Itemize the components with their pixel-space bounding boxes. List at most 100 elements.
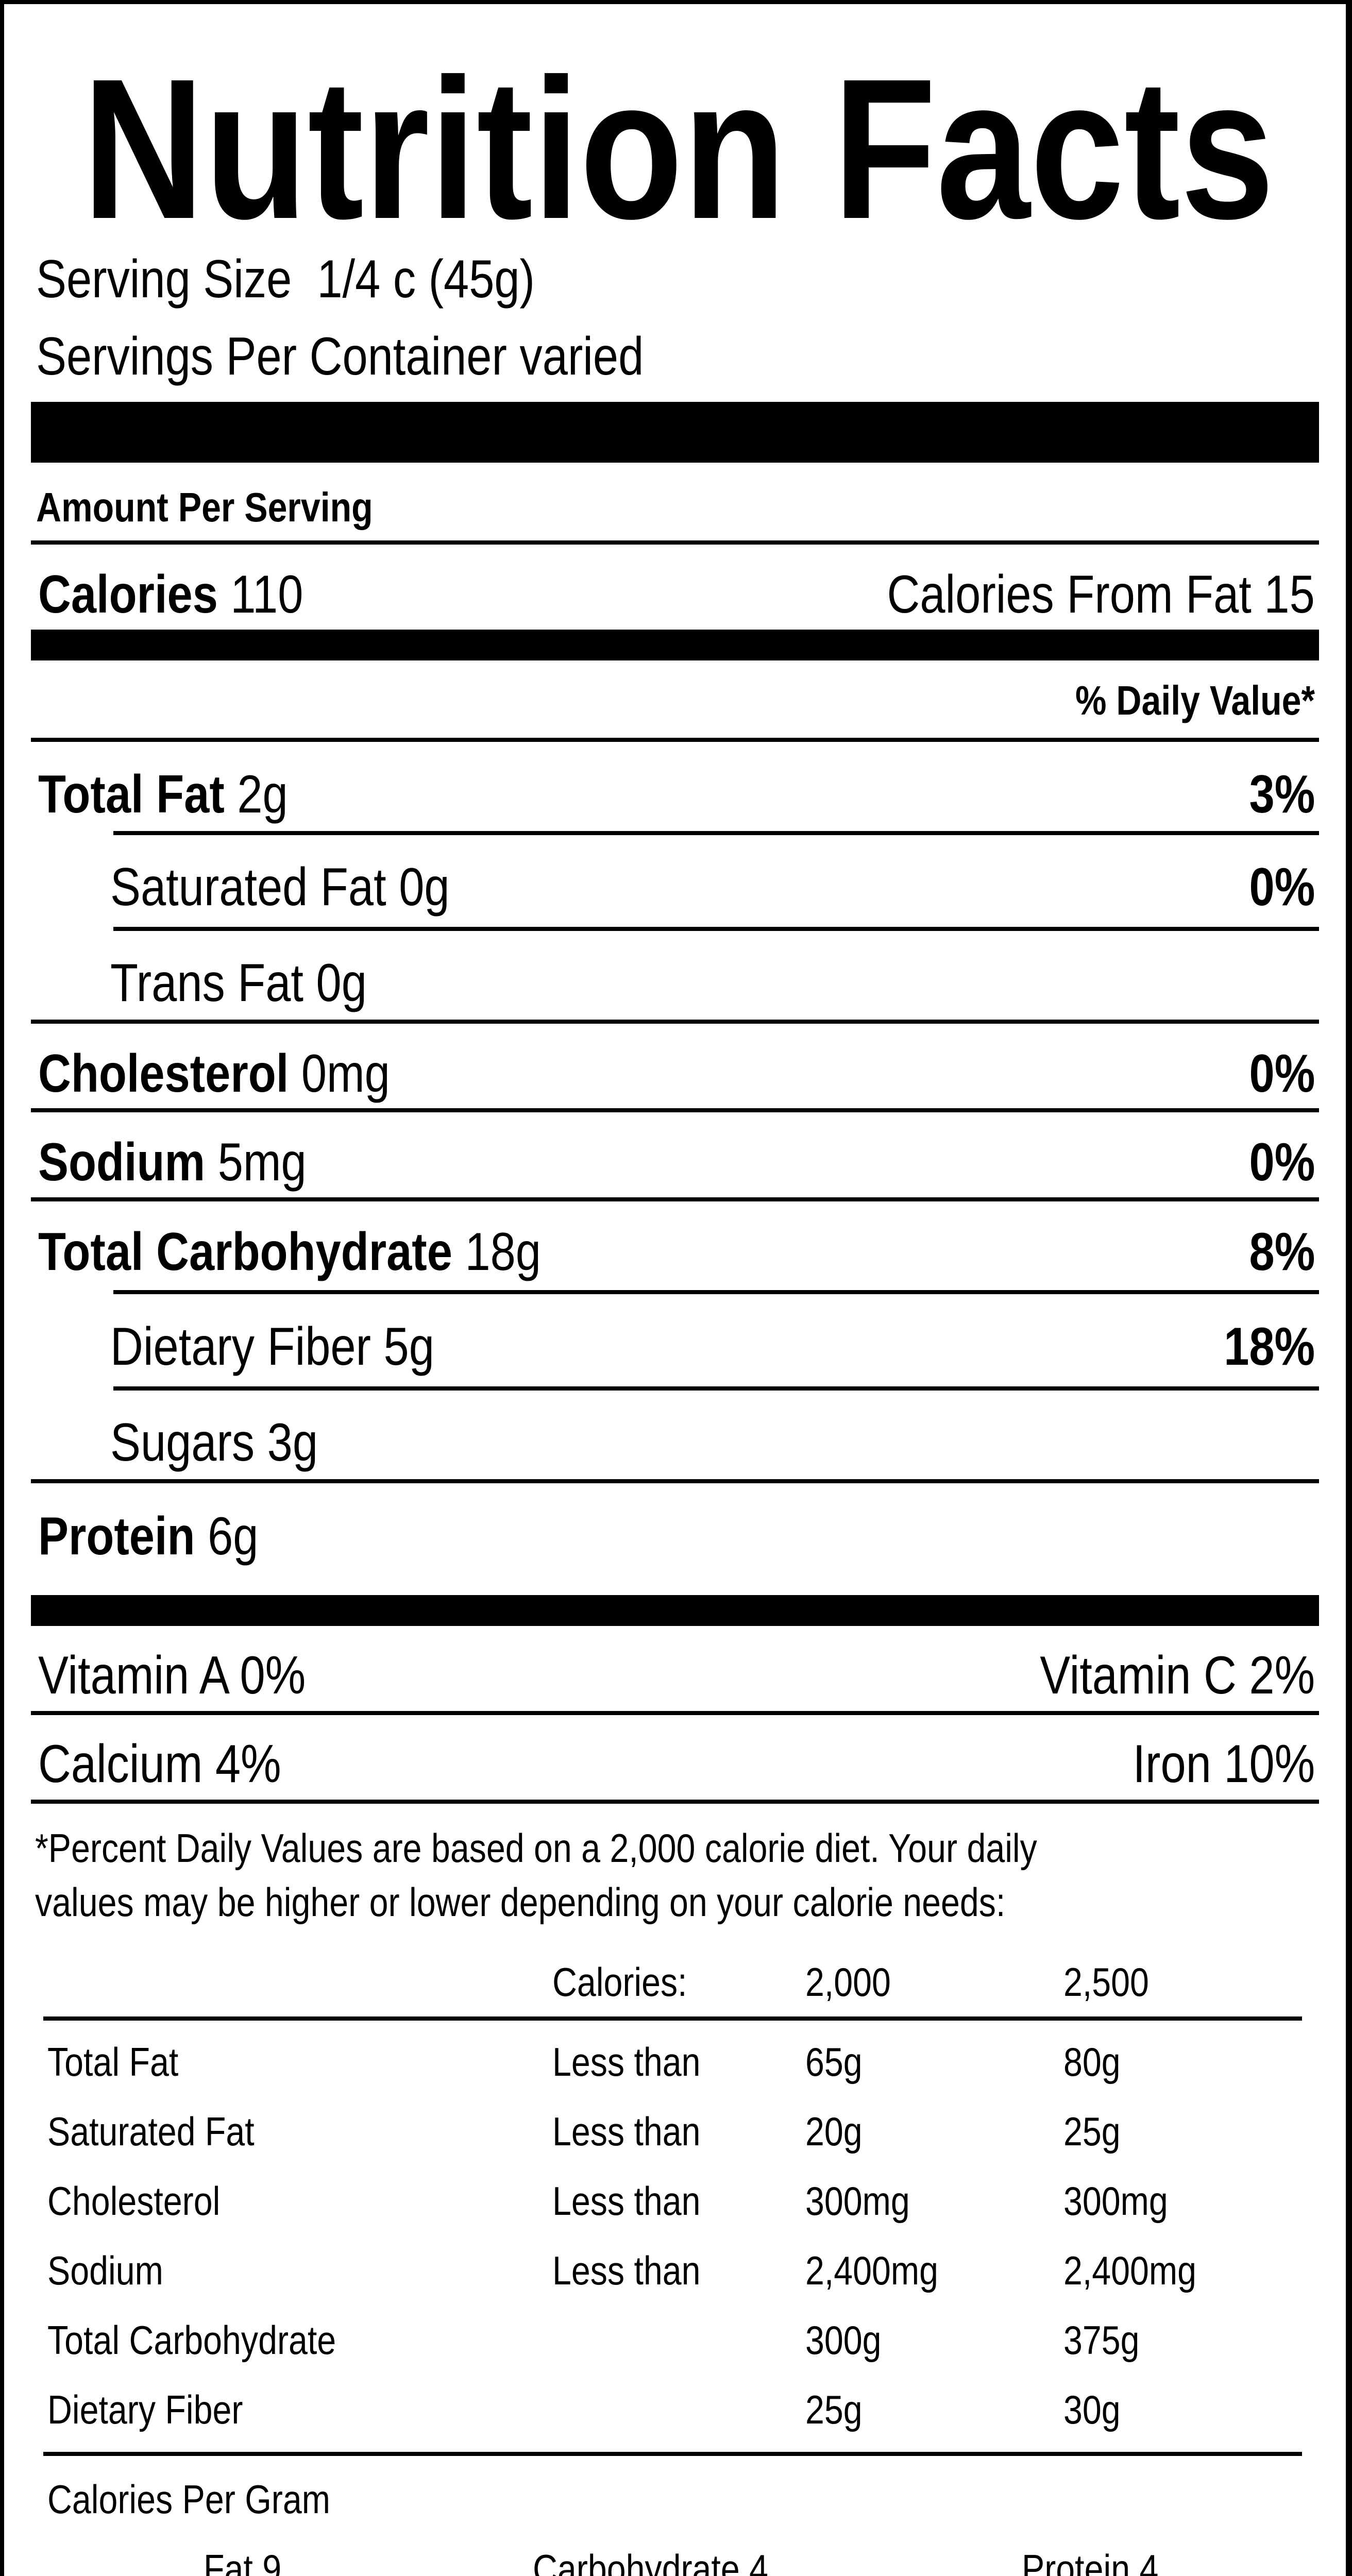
dv-row-2500: 2,400mg <box>1063 2250 1220 2291</box>
calories-per-gram-fat: Fat 9 <box>204 2549 295 2576</box>
nutrient-row: Total Carbohydrate 18g 8% <box>31 1222 1315 1282</box>
carbohydrate-per-gram: Carbohydrate 4 <box>533 2546 769 2576</box>
dv-row-label-text: Sodium <box>47 2248 163 2293</box>
daily-value-header: % Daily Value* <box>1075 677 1315 723</box>
serving-size-label: Serving Size <box>36 249 292 309</box>
nutrient-amount: 6g <box>208 1506 259 1566</box>
nutrient-amount: 0g <box>399 857 450 917</box>
dv-row-qualifier: Less than <box>552 2042 726 2082</box>
serving-size-value: 1/4 c (45g) <box>317 249 535 309</box>
nutrient-row: Dietary Fiber 5g 18% <box>31 1317 1315 1377</box>
nutrient-amount: 0g <box>316 953 367 1013</box>
nutrient-name: Trans Fat <box>110 953 303 1013</box>
fat-per-gram: Fat 9 <box>204 2546 282 2576</box>
dv-row-2500: 375g <box>1063 2320 1153 2360</box>
dv-row-label: Saturated Fat <box>47 2111 291 2151</box>
amount-per-serving-text: Amount Per Serving <box>36 484 373 530</box>
dv-row-2500-text: 375g <box>1063 2317 1140 2363</box>
calories-from-fat-label: Calories From Fat <box>887 565 1252 624</box>
nutrient-daily-value: 0% <box>1249 1132 1315 1192</box>
footnote-text-1: *Percent Daily Values are based on a 2,0… <box>35 1825 1037 1871</box>
thick-divider <box>31 402 1319 463</box>
dv-row-2500-text: 25g <box>1063 2109 1121 2154</box>
nutrient-row: Sodium 5mg 0% <box>31 1132 1315 1192</box>
vitamin-a: Vitamin A 0% <box>38 1646 306 1705</box>
nutrient-row: Saturated Fat 0g 0% <box>31 860 1315 914</box>
dv-row-2000: 300g <box>805 2320 895 2360</box>
divider <box>113 831 1319 835</box>
divider <box>31 1479 1319 1483</box>
nutrient-row: Trans Fat 0g <box>31 956 1315 1010</box>
calories-per-gram-label: Calories Per Gram <box>47 2479 380 2519</box>
dv-row-2500: 300mg <box>1063 2181 1187 2221</box>
dv-row-2500: 25g <box>1063 2111 1130 2151</box>
dv-row-qualifier: Calories: <box>552 1962 711 2002</box>
dv-row-label: Total Fat <box>47 2042 201 2082</box>
table-divider <box>43 2452 1302 2456</box>
thick-divider <box>31 630 1319 660</box>
nutrient-name: Saturated Fat <box>110 857 386 917</box>
dv-row-qualifier-text: Less than <box>552 2248 701 2293</box>
nutrient-name: Cholesterol <box>38 1044 289 1104</box>
dv-row-2000-text: 25g <box>805 2387 863 2432</box>
nutrient-daily-value: 18% <box>1224 1317 1315 1377</box>
dv-row-qualifier: Less than <box>552 2250 726 2291</box>
divider <box>31 1197 1319 1201</box>
nutrient-name: Dietary Fiber <box>110 1317 371 1377</box>
servings-per-container: Servings Per Container varied <box>36 330 751 383</box>
dv-row-2000-text: 300mg <box>805 2178 910 2224</box>
calories-value: 110 <box>230 565 303 624</box>
amount-per-serving: Amount Per Serving <box>36 487 432 528</box>
nutrient-amount: 0mg <box>301 1044 390 1104</box>
dv-row-label: Cholesterol <box>47 2181 251 2221</box>
servings-per-container-value: varied <box>519 327 644 386</box>
nutrient-row: Sugars 3g <box>31 1416 1315 1469</box>
nutrient-amount: 2g <box>237 765 288 824</box>
dv-row-label: Sodium <box>47 2250 183 2291</box>
servings-per-container-label: Servings Per Container <box>36 327 507 386</box>
thick-divider <box>31 1595 1319 1626</box>
dv-row-2500-text: 2,500 <box>1063 1959 1149 2005</box>
dv-row-2000: 20g <box>805 2111 872 2151</box>
nutrient-row: Total Fat 2g 3% <box>31 765 1315 824</box>
divider <box>31 1020 1319 1024</box>
dv-row-qualifier: Less than <box>552 2181 726 2221</box>
calories-label: Calories <box>38 565 218 624</box>
vitamin-c: Vitamin C 2% <box>1040 1646 1315 1705</box>
dv-row-label-text: Total Fat <box>47 2039 179 2084</box>
footnote-text-2: values may be higher or lower depending … <box>35 1879 1006 1925</box>
dv-row-2000-text: 20g <box>805 2109 863 2154</box>
nutrient-name: Protein <box>38 1506 195 1566</box>
dv-row-qualifier-text: Less than <box>552 2039 701 2084</box>
dv-row-2000-text: 2,000 <box>805 1959 891 2005</box>
nutrient-amount: 5mg <box>217 1132 307 1192</box>
dv-row-2000: 2,400mg <box>805 2250 962 2291</box>
vitamin-row: Vitamin A 0% Vitamin C 2% <box>31 1646 1315 1705</box>
divider <box>113 1386 1319 1391</box>
dv-row-label: Total Carbohydrate <box>47 2320 387 2360</box>
iron: Iron 10% <box>1133 1734 1315 1794</box>
nutrient-row: Cholesterol 0mg 0% <box>31 1047 1315 1100</box>
divider <box>113 1290 1319 1294</box>
nutrient-daily-value: 8% <box>1249 1222 1315 1282</box>
footnote-line-1: *Percent Daily Values are based on a 2,0… <box>35 1828 1214 1868</box>
dv-row-qualifier-text: Calories: <box>552 1959 687 2005</box>
divider <box>31 1800 1319 1804</box>
dv-row-2000: 300mg <box>805 2181 928 2221</box>
dv-row-label-text: Cholesterol <box>47 2178 221 2224</box>
nutrient-amount: 5g <box>383 1317 434 1377</box>
divider <box>31 1108 1319 1112</box>
calories-from-fat-value: 15 <box>1264 565 1315 624</box>
dv-row-2500: 80g <box>1063 2042 1130 2082</box>
nutrient-name: Total Fat <box>38 765 225 824</box>
dv-row-2500: 2,500 <box>1063 1962 1164 2002</box>
dv-row-qualifier-text: Less than <box>552 2178 701 2224</box>
dv-row-2000-text: 300g <box>805 2317 882 2363</box>
nutrient-daily-value: 3% <box>1249 765 1315 824</box>
dv-row-2000-text: 65g <box>805 2039 863 2084</box>
dv-row-2500-text: 30g <box>1063 2387 1121 2432</box>
footnote-line-2: values may be higher or lower depending … <box>35 1882 1177 1922</box>
calories-per-gram-text: Calories Per Gram <box>47 2477 330 2522</box>
dv-row-qualifier-text: Less than <box>552 2109 701 2154</box>
nutrient-row: Protein 6g <box>31 1510 1315 1563</box>
